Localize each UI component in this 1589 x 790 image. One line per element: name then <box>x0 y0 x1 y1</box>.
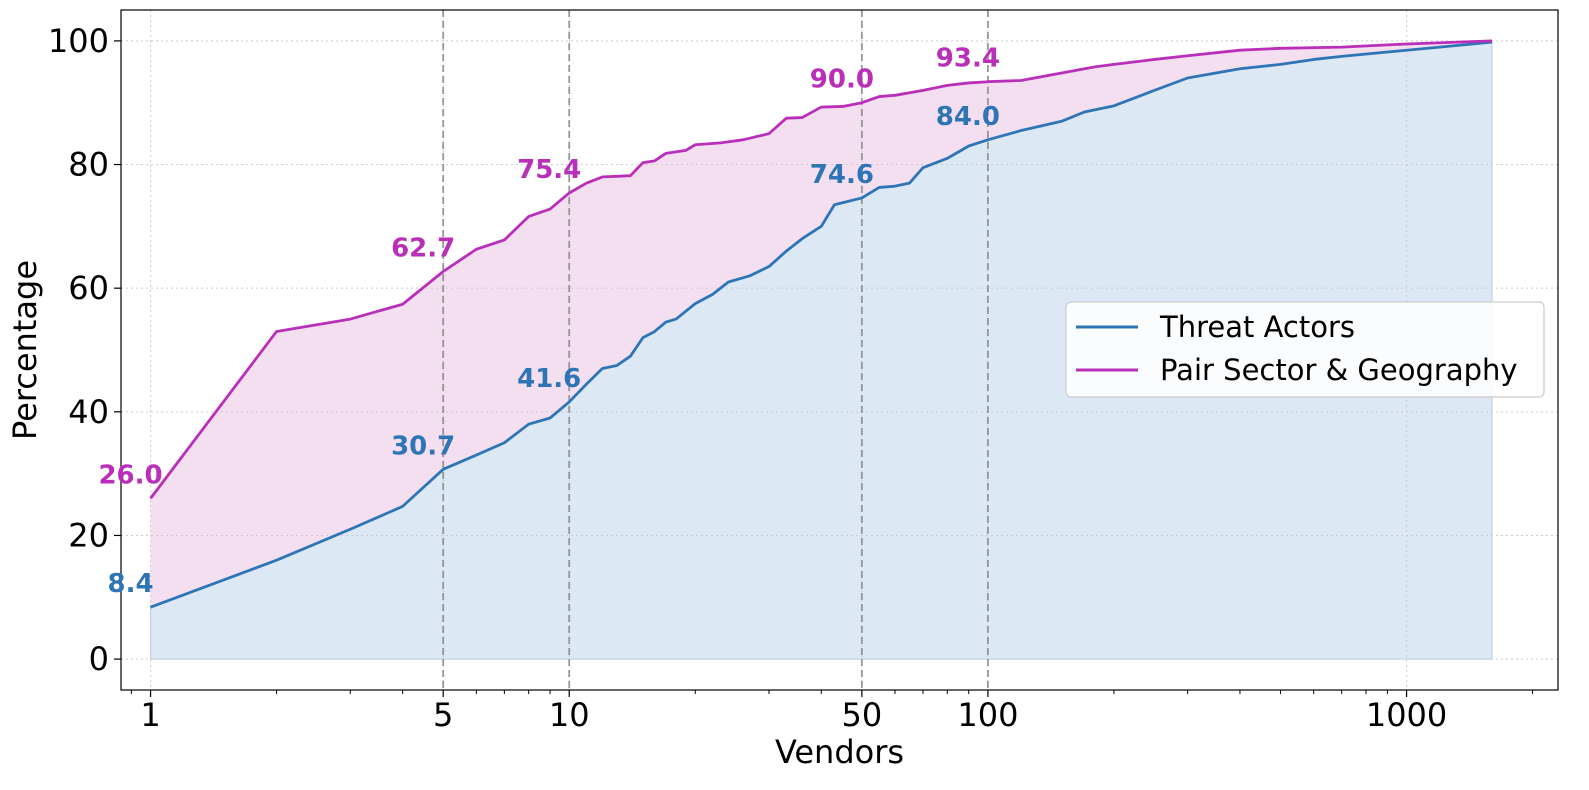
data-label-threat-actors: 41.6 <box>517 364 581 394</box>
data-labels-layer: 8.4 30.7 41.6 74.6 84.0 26.0 62.7 75.4 90.0 93.4 <box>98 44 999 599</box>
fill-pair-sector-geography <box>150 40 1493 608</box>
y-tick-label: 100 <box>48 22 109 60</box>
data-label-threat-actors: 8.4 <box>108 569 154 599</box>
legend-label-pair-sector-geography: Pair Sector & Geography <box>1160 353 1518 387</box>
x-axis-title: Vendors <box>775 733 904 771</box>
y-tick-label: 60 <box>68 269 109 307</box>
y-tick-label: 0 <box>89 640 109 678</box>
x-tick-label: 1000 <box>1366 696 1447 734</box>
ticks-layer: 1 5 10 50 100 1000 0 20 40 60 80 100 <box>48 22 1534 734</box>
line-threat-actors <box>150 40 1493 609</box>
line-pair-sector-geography <box>149 39 1493 500</box>
data-label-pair-sector-geography: 62.7 <box>391 233 455 263</box>
x-tick-label: 10 <box>549 696 590 734</box>
data-label-pair-sector-geography: 26.0 <box>98 460 162 490</box>
x-tick-label: 5 <box>433 696 453 734</box>
data-label-threat-actors: 74.6 <box>810 160 874 190</box>
data-label-threat-actors: 30.7 <box>391 431 455 461</box>
data-label-pair-sector-geography: 75.4 <box>517 155 581 185</box>
y-axis-title: Percentage <box>6 260 44 440</box>
y-tick-label: 20 <box>68 516 109 554</box>
x-tick-label: 1 <box>140 696 160 734</box>
legend-label-threat-actors: Threat Actors <box>1159 310 1355 344</box>
legend: Threat Actors Pair Sector & Geography <box>1065 301 1545 398</box>
series-layer <box>149 39 1493 609</box>
x-tick-label: 50 <box>841 696 882 734</box>
data-label-pair-sector-geography: 90.0 <box>810 65 874 95</box>
y-tick-label: 80 <box>68 146 109 184</box>
x-tick-label: 100 <box>957 696 1018 734</box>
y-tick-label: 40 <box>68 393 109 431</box>
data-label-threat-actors: 84.0 <box>936 102 1000 132</box>
reference-lines-layer <box>442 10 989 690</box>
data-label-pair-sector-geography: 93.4 <box>936 44 1000 74</box>
legend-box <box>1065 301 1545 398</box>
plot-frame <box>120 9 1559 691</box>
